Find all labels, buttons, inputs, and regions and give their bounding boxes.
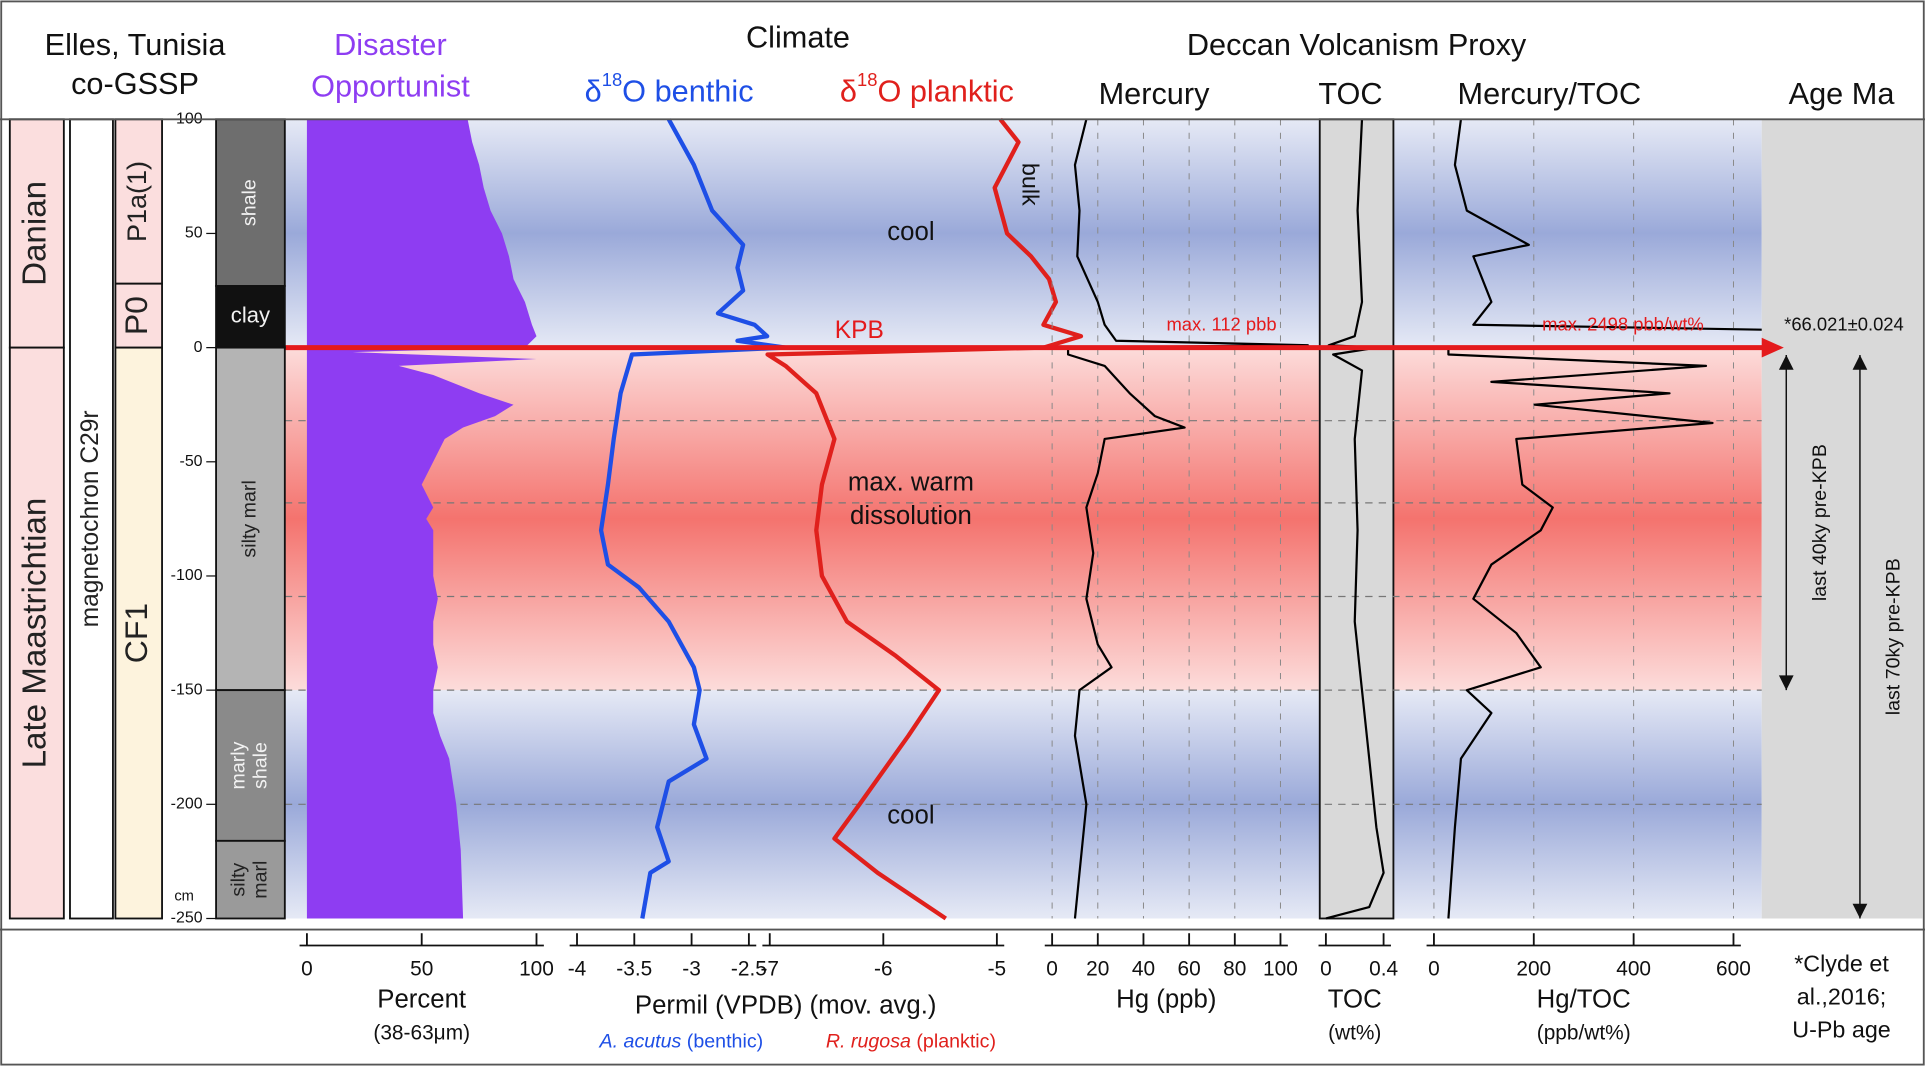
panel-title: Disaster — [334, 27, 447, 62]
panel-title: TOC — [1318, 76, 1382, 111]
annotation: bulk — [1018, 163, 1044, 206]
zone-label: cool — [887, 801, 934, 829]
panel-title: Climate — [746, 20, 850, 55]
column-label: silty — [228, 863, 250, 897]
column-label: P0 — [118, 296, 154, 335]
column-label: P1a(1) — [122, 161, 152, 242]
locality: co-GSSP — [71, 66, 199, 101]
legend-note: (benthic) — [681, 1031, 763, 1053]
column-label: Late Maastrichtian — [17, 498, 54, 769]
series-title: δ — [840, 74, 857, 109]
x-tick-label: 0 — [1320, 958, 1332, 981]
y-tick-label: -50 — [180, 453, 203, 470]
panel-title: Opportunist — [311, 69, 470, 104]
age-arrow-label: last 70ky pre-KPB — [1882, 558, 1904, 715]
x-tick-label: 20 — [1086, 958, 1109, 981]
x-tick-label: 80 — [1223, 958, 1246, 981]
column-label: Danian — [17, 181, 54, 286]
zone-label: max. warm — [848, 469, 974, 497]
x-tick-label: 0.4 — [1369, 958, 1398, 981]
x-axis-note: (wt%) — [1328, 1021, 1381, 1044]
series-title: 18 — [857, 69, 877, 90]
x-tick-label: -7 — [760, 958, 779, 981]
y-tick-label: -250 — [171, 910, 203, 927]
x-axis-note: (38-63μm) — [373, 1021, 470, 1044]
age-title: Age Ma — [1789, 76, 1896, 111]
x-tick-label: 400 — [1616, 958, 1651, 981]
column-label: magnetochron C29r — [77, 410, 104, 627]
x-tick-label: -3 — [682, 958, 701, 981]
x-axis-label: Hg/TOC — [1537, 986, 1631, 1014]
x-tick-label: -4 — [568, 958, 587, 981]
legend-species: R. rugosa — [826, 1031, 911, 1053]
legend-entry: A. acutus (benthic) — [599, 1031, 764, 1053]
legend-note: (planktic) — [911, 1031, 996, 1053]
series-title: O planktic — [877, 74, 1013, 109]
climate-zone — [285, 348, 1762, 691]
x-axis-label: Percent — [377, 986, 466, 1014]
y-tick-label: 50 — [185, 225, 203, 242]
column-label: silty marl — [239, 480, 261, 557]
x-tick-label: 60 — [1178, 958, 1201, 981]
y-tick-label: 0 — [194, 339, 203, 356]
age-arrow-label: last 40ky pre-KPB — [1809, 444, 1831, 601]
series-title: δ — [585, 74, 602, 109]
panel-title: Mercury/TOC — [1458, 76, 1642, 111]
age-note: *Clyde et — [1794, 950, 1889, 976]
x-tick-label: -3.5 — [616, 958, 652, 981]
age-note: U-Pb age — [1792, 1017, 1891, 1043]
x-tick-label: 0 — [1046, 958, 1058, 981]
age-note: al.,2016; — [1797, 983, 1886, 1009]
figure: Elles, Tunisia co-GSSP Disaster Opportun… — [0, 0, 1925, 1066]
x-axis-note: (ppb/wt%) — [1537, 1021, 1631, 1044]
zone-label: dissolution — [850, 502, 972, 530]
x-tick-label: 600 — [1716, 958, 1751, 981]
x-tick-label: 50 — [410, 958, 433, 981]
x-tick-label: -5 — [988, 958, 1007, 981]
annotation: max. 2498 pbb/wt% — [1542, 313, 1704, 334]
column-label: marl — [250, 861, 272, 899]
y-tick-label: -100 — [171, 567, 203, 584]
column-label: clay — [231, 303, 270, 328]
y-axis-unit: cm — [174, 888, 194, 904]
column-label: shale — [250, 742, 272, 789]
series-title: 18 — [602, 69, 622, 90]
x-tick-label: -6 — [874, 958, 893, 981]
y-tick-label: -150 — [171, 681, 203, 698]
x-axis-label: Hg (ppb) — [1116, 986, 1216, 1014]
x-tick-label: 40 — [1132, 958, 1155, 981]
annotation: KPB — [835, 317, 884, 344]
x-tick-label: 0 — [301, 958, 313, 981]
x-tick-label: 0 — [1428, 958, 1440, 981]
zone-label: cool — [887, 218, 934, 246]
panel-title: Mercury — [1099, 76, 1210, 111]
annotation: max. 112 pbb — [1166, 313, 1276, 334]
locality: Elles, Tunisia — [45, 27, 227, 62]
legend-entry: R. rugosa (planktic) — [826, 1031, 996, 1053]
x-tick-label: 200 — [1516, 958, 1551, 981]
y-tick-label: -200 — [171, 796, 203, 813]
x-tick-label: 100 — [1263, 958, 1298, 981]
x-tick-label: 100 — [519, 958, 554, 981]
group-title: Deccan Volcanism Proxy — [1187, 27, 1527, 62]
x-axis-label: TOC — [1328, 986, 1382, 1014]
x-axis-label: Permil (VPDB) (mov. avg.) — [635, 992, 937, 1020]
column-label: shale — [239, 179, 261, 226]
column-label: CF1 — [118, 603, 154, 663]
legend-species: A. acutus — [599, 1031, 682, 1053]
boundary-age: *66.021±0.024 — [1784, 313, 1904, 334]
series-title: O benthic — [622, 74, 753, 109]
column-label: marly — [228, 741, 250, 789]
